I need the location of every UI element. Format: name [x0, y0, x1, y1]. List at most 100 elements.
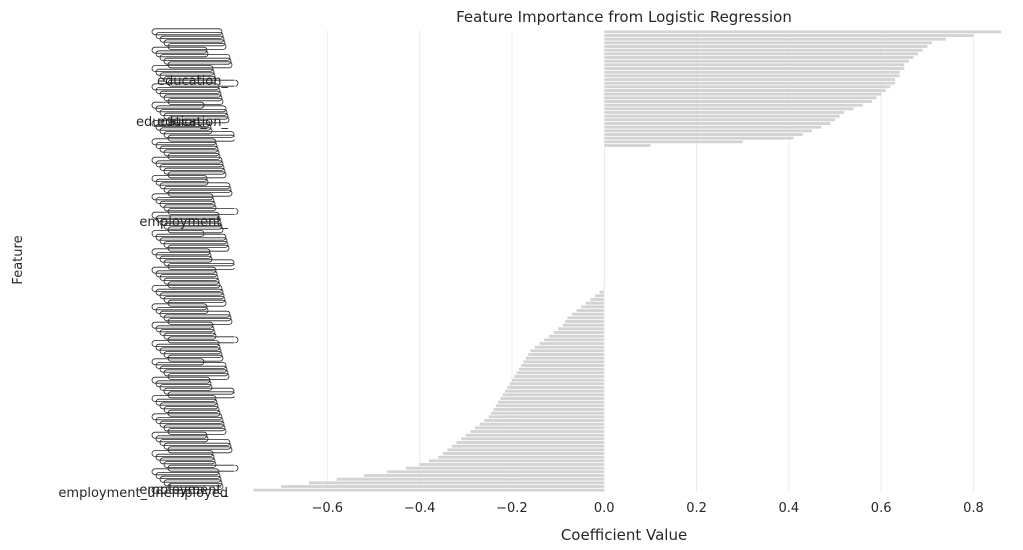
bar	[604, 107, 854, 111]
y-tick-glyph	[167, 446, 233, 454]
y-tick-glyph	[159, 420, 225, 428]
bar	[604, 235, 605, 239]
bar	[604, 199, 605, 202]
bar	[484, 419, 605, 422]
y-tick-glyph	[163, 167, 226, 175]
y-tick-glyph	[151, 321, 214, 329]
y-tick-glyph	[151, 395, 217, 402]
y-tick-glyph	[167, 409, 221, 417]
y-tick-glyph	[155, 32, 224, 39]
x-tick-label: 0.2	[686, 501, 707, 516]
bar	[493, 408, 605, 411]
bar	[604, 78, 895, 81]
y-tick-glyph	[163, 406, 220, 413]
bar	[604, 67, 905, 70]
bar	[604, 103, 863, 107]
bar	[604, 243, 605, 246]
x-tick-label: −0.2	[496, 501, 528, 516]
y-tick-glyph	[163, 369, 229, 377]
bar	[548, 334, 605, 338]
bar	[581, 305, 605, 309]
y-tick-glyph	[159, 72, 216, 80]
y-tick-glyph	[151, 156, 223, 164]
y-tick-glyph	[155, 142, 218, 149]
bar	[604, 125, 822, 129]
bar	[604, 221, 605, 224]
bar	[253, 488, 605, 492]
y-tick-glyph	[159, 329, 216, 336]
y-feature-label: education_	[157, 115, 229, 130]
y-tick-glyph	[151, 65, 214, 72]
y-tick-glyph	[155, 288, 224, 296]
bar	[419, 463, 605, 466]
y-tick-glyph	[163, 351, 223, 358]
bar	[507, 386, 605, 389]
x-axis-label: Coefficient Value	[561, 526, 687, 544]
y-tick-glyph	[159, 255, 213, 263]
y-tick-glyph	[159, 109, 228, 116]
bar	[604, 217, 605, 221]
y-tick-glyph	[163, 314, 232, 322]
bar	[604, 70, 900, 74]
bar	[604, 111, 845, 114]
y-tick-glyph	[155, 453, 215, 461]
y-tick-glyph	[167, 208, 239, 215]
bar	[604, 283, 605, 287]
y-tick-glyph	[151, 468, 220, 476]
bar	[585, 301, 605, 305]
bar	[604, 45, 928, 48]
bar	[491, 411, 605, 415]
bar	[281, 485, 605, 488]
y-tick-layer: education_education_education_employment…	[58, 28, 239, 501]
bar	[438, 455, 605, 459]
bar	[530, 349, 605, 353]
y-tick-glyph	[167, 134, 236, 142]
y-axis-label: Feature	[11, 235, 26, 284]
bar	[518, 367, 605, 371]
bar	[558, 327, 605, 331]
bar	[604, 133, 803, 136]
bar	[479, 422, 605, 426]
bar	[516, 371, 605, 375]
y-tick-glyph	[159, 90, 222, 98]
y-tick-glyph	[167, 464, 239, 472]
y-tick-glyph	[159, 347, 222, 355]
y-feature-label: employment_	[139, 215, 228, 230]
y-tick-glyph	[163, 296, 226, 303]
bar	[604, 158, 605, 162]
bar	[604, 147, 605, 151]
y-tick-glyph	[155, 105, 227, 113]
bar	[604, 265, 605, 268]
bar	[604, 250, 605, 254]
bar	[604, 52, 919, 56]
y-tick-glyph	[167, 281, 221, 289]
y-tick-glyph	[167, 189, 233, 197]
bar	[604, 184, 605, 188]
y-tick-glyph	[159, 145, 219, 153]
bar	[604, 118, 835, 122]
bar	[604, 202, 605, 206]
bar	[604, 268, 605, 272]
y-feature-label: education_	[157, 74, 229, 89]
bar	[604, 92, 882, 96]
bar	[604, 96, 877, 100]
y-tick-glyph	[167, 299, 227, 307]
y-tick-glyph	[151, 303, 208, 311]
bar	[604, 206, 605, 210]
y-tick-glyph	[159, 292, 225, 300]
bar	[308, 481, 605, 485]
bar	[525, 356, 605, 360]
bar	[604, 151, 605, 155]
bar	[604, 48, 923, 52]
y-tick-glyph	[155, 435, 209, 443]
bar	[461, 437, 605, 441]
bar	[511, 378, 605, 382]
bar	[405, 466, 605, 470]
y-tick-glyph	[163, 57, 232, 65]
y-tick-glyph	[159, 439, 231, 446]
bar	[465, 433, 605, 437]
bar	[505, 389, 605, 393]
bar	[604, 254, 605, 257]
bar	[604, 136, 794, 140]
